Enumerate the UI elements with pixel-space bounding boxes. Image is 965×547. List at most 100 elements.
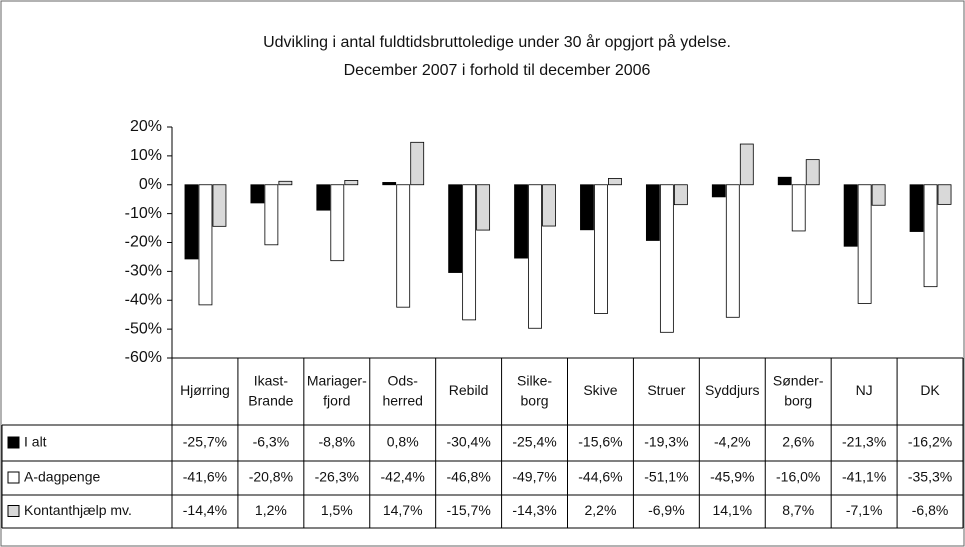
legend-label: Kontanthjælp mv.: [24, 502, 132, 518]
value-label: -6,9%: [648, 502, 685, 518]
x-tick-label: Struer: [647, 382, 685, 398]
value-label: -51,1%: [644, 469, 688, 485]
legend-label: A-dagpenge: [24, 469, 101, 485]
bar: [264, 184, 279, 246]
value-label: 0,8%: [387, 434, 419, 450]
bar: [542, 184, 556, 227]
bar: [198, 184, 213, 306]
x-tick-label: Hjørring: [180, 382, 230, 398]
bar: [212, 184, 227, 227]
value-label: -19,3%: [644, 434, 688, 450]
bar: [673, 184, 688, 206]
value-label: -20,8%: [249, 469, 293, 485]
bar: [645, 184, 660, 241]
bar: [250, 184, 265, 204]
bar: [857, 184, 872, 304]
value-label: -6,8%: [912, 502, 949, 518]
x-tick-label: DK: [920, 382, 940, 398]
chart-subtitle: December 2007 i forhold til december 200…: [344, 62, 651, 79]
bar: [278, 180, 293, 186]
bar: [711, 184, 726, 198]
bar: [659, 184, 674, 333]
value-label: -44,6%: [578, 469, 622, 485]
bar: [396, 184, 411, 308]
bar: [871, 184, 886, 206]
legend-label: I alt: [24, 434, 47, 450]
bar: [923, 184, 938, 288]
value-label: -25,4%: [512, 434, 556, 450]
x-tick-label: Sønder-borg: [773, 372, 824, 408]
value-label: -41,6%: [183, 469, 227, 485]
value-label: 2,6%: [782, 434, 814, 450]
y-tick-label: 0%: [139, 176, 162, 193]
x-tick-label: Ikast-Brande: [248, 372, 293, 408]
value-label: -42,4%: [381, 469, 425, 485]
value-label: -25,7%: [183, 434, 227, 450]
value-label: -26,3%: [315, 469, 359, 485]
bar: [777, 176, 792, 186]
y-tick-label: -20%: [125, 234, 162, 251]
value-label: -16,0%: [776, 469, 820, 485]
value-label: 2,2%: [584, 502, 616, 518]
y-tick-label: -50%: [125, 320, 162, 337]
value-label: -46,8%: [446, 469, 490, 485]
value-label: -14,3%: [512, 502, 556, 518]
legend-key: [7, 505, 20, 517]
value-label: 14,1%: [712, 502, 752, 518]
legend-key: [7, 436, 20, 449]
value-label: -15,7%: [446, 502, 490, 518]
bar: [514, 184, 528, 259]
bar: [448, 184, 463, 273]
bar: [739, 143, 754, 186]
value-label: -8,8%: [319, 434, 356, 450]
value-label: -14,4%: [183, 502, 227, 518]
bar: [528, 184, 542, 329]
value-label: -16,2%: [908, 434, 952, 450]
y-tick-label: -10%: [125, 205, 162, 222]
x-tick-label: Rebild: [449, 382, 489, 398]
value-label: -45,9%: [710, 469, 754, 485]
y-tick-label: -30%: [125, 263, 162, 280]
bar: [410, 141, 425, 186]
x-tick-label: NJ: [856, 382, 873, 398]
chart-title: Udvikling i antal fuldtidsbruttoledige u…: [263, 33, 731, 51]
bar: [608, 177, 622, 186]
value-label: -6,3%: [253, 434, 290, 450]
bar: [725, 184, 740, 318]
x-tick-label: Skive: [583, 382, 617, 398]
bar: [843, 184, 858, 247]
bar: [791, 184, 806, 232]
x-tick-label: Ods-herred: [382, 372, 422, 408]
value-label: -15,6%: [578, 434, 622, 450]
bar: [909, 184, 924, 232]
x-tick-label: Syddjurs: [705, 382, 759, 398]
value-label: 14,7%: [383, 502, 423, 518]
value-label: -4,2%: [714, 434, 751, 450]
legend-key: [7, 471, 20, 484]
x-tick-label: Silke-borg: [517, 372, 552, 408]
value-label: -30,4%: [446, 434, 490, 450]
value-label: -35,3%: [908, 469, 952, 485]
value-label: -21,3%: [842, 434, 886, 450]
y-tick-label: -40%: [125, 291, 162, 308]
bar: [382, 182, 397, 186]
value-label: -41,1%: [842, 469, 886, 485]
bar: [476, 184, 491, 231]
y-tick-label: 10%: [130, 147, 162, 164]
bar: [594, 184, 608, 314]
bar: [344, 180, 359, 186]
x-tick-label: Mariager-fjord: [307, 372, 367, 408]
bar: [937, 184, 952, 205]
value-label: -7,1%: [846, 502, 883, 518]
value-label: -49,7%: [512, 469, 556, 485]
data-table: Hjørring Ikast-Brande Mariager-fjord Ods-he…: [1, 357, 964, 529]
y-tick-label: -60%: [125, 349, 162, 366]
y-tick-label: 20%: [130, 118, 162, 135]
bar: [316, 184, 331, 211]
bar: [330, 184, 345, 262]
bar: [580, 184, 594, 231]
bar: [184, 184, 199, 260]
value-label: 1,5%: [321, 502, 353, 518]
